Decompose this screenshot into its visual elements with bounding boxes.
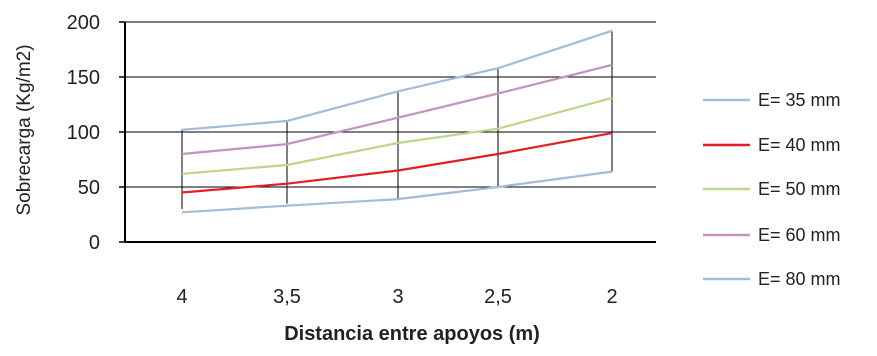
x-axis-label: Distancia entre apoyos (m) [284, 323, 540, 345]
y-tick-label: 200 [67, 12, 100, 34]
legend-label: E= 60 mm [758, 225, 841, 245]
x-tick-label: 3,5 [273, 286, 301, 308]
series-line-5 [181, 29, 613, 131]
y-tick-labels: 0 50 100 150 200 [67, 12, 100, 254]
axes [124, 22, 656, 243]
series-line-3 [181, 96, 613, 175]
x-tick-label: 3 [392, 286, 403, 308]
legend-label: E= 80 mm [758, 269, 841, 289]
legend-label: E= 50 mm [758, 179, 841, 199]
series-lines [181, 29, 613, 214]
series-line-2 [181, 132, 613, 194]
x-tick-label: 4 [176, 286, 187, 308]
y-tick-label: 150 [67, 67, 100, 89]
y-tick-label: 50 [78, 177, 100, 199]
series-line-1 [181, 170, 613, 214]
legend-label: E= 35 mm [758, 90, 841, 110]
legend: E= 35 mm E= 40 mm E= 50 mm E= 60 mm E= 80 mm [703, 90, 841, 289]
y-axis-label: Sobrecarga (Kg/m2) [14, 44, 35, 215]
legend-label: E= 40 mm [758, 135, 841, 155]
series-line-4 [181, 63, 613, 156]
x-tick-label: 2 [606, 286, 617, 308]
drop-lines [181, 30, 613, 209]
y-tick-label: 100 [67, 122, 100, 144]
gridlines [119, 21, 656, 243]
x-tick-label: 2,5 [484, 286, 512, 308]
y-tick-label: 0 [89, 232, 100, 254]
x-tick-labels: 4 3,5 3 2,5 2 [176, 286, 617, 308]
